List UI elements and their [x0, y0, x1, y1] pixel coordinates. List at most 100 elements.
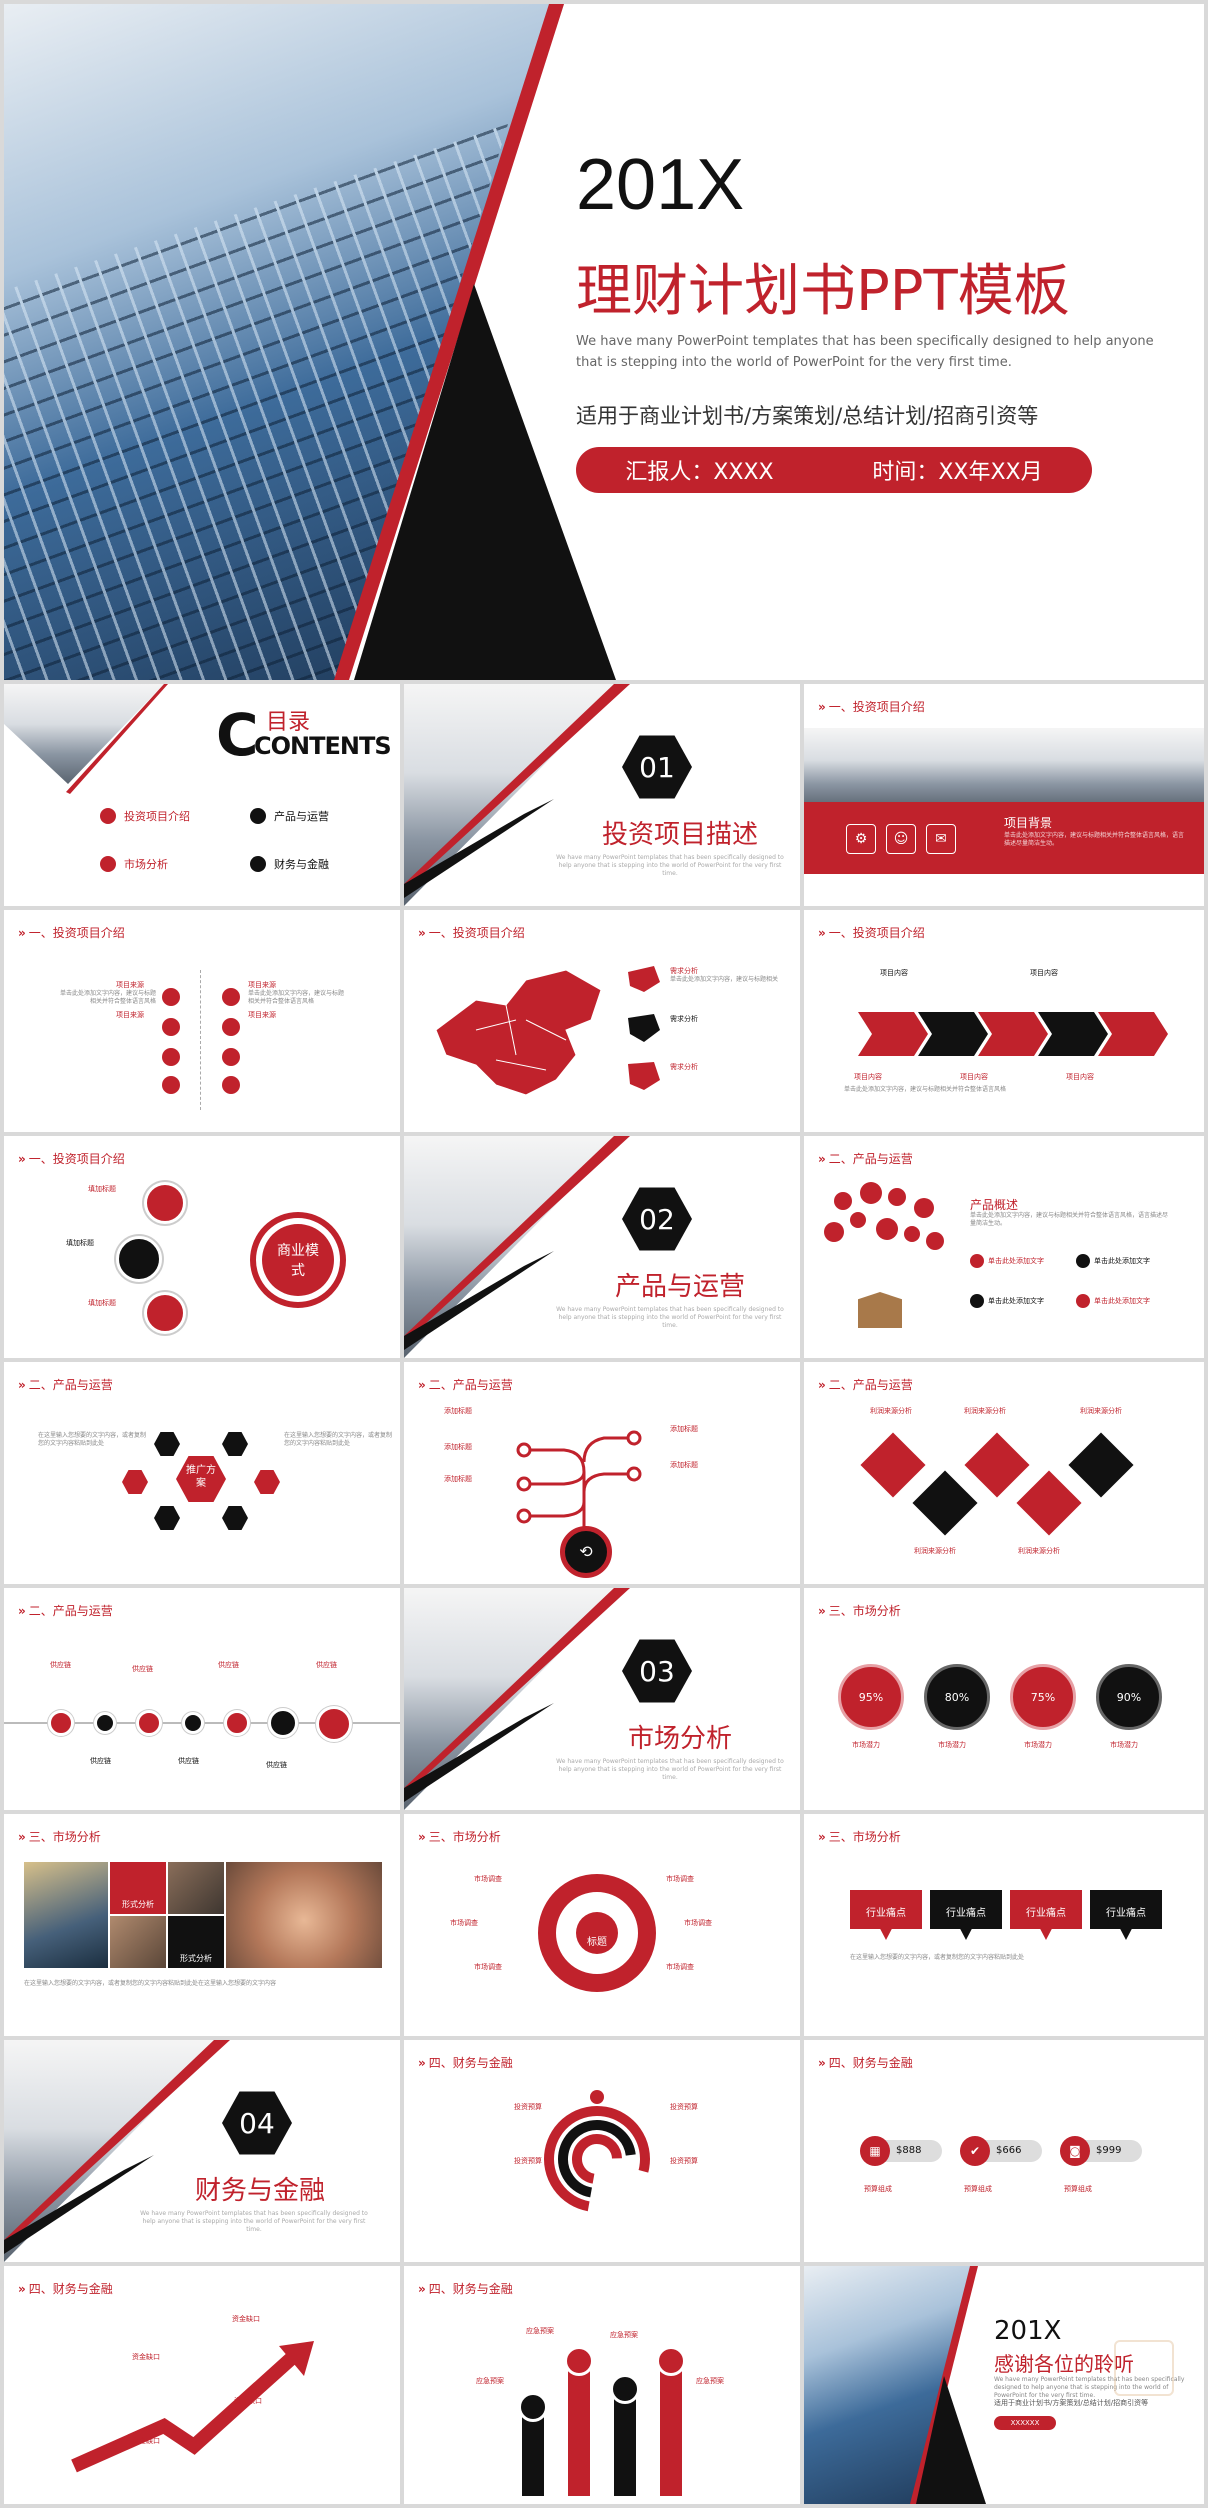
cover-slide[interactable]: 201X 理财计划书PPT模板 We have many PowerPoint …	[4, 4, 1204, 680]
model-label-2: 填加标题	[66, 1239, 94, 1247]
budget-label-2: 投资预算	[514, 2157, 542, 2165]
tree-label-1: 添加标题	[444, 1407, 472, 1415]
slide-business-model[interactable]: » 一、投资项目介绍 商业模式 填加标题 填加标题 填加标题	[4, 1136, 400, 1358]
ring-label-6: 市场调查	[666, 1963, 694, 1971]
demand-label-2: 需求分析	[670, 1015, 698, 1023]
watermark-stamp	[1114, 2340, 1174, 2396]
toc-title-en: CONTENTS	[254, 732, 392, 760]
slide-promo-hex[interactable]: » 二、产品与运营 推广方案 在这里输入您想要的文字内容，或者复制您的文字内容粘贴…	[4, 1362, 400, 1584]
slide-header: » 四、财务与金融	[418, 2055, 513, 2071]
promo-hex-2	[222, 1432, 248, 1456]
slide-header: » 三、市场分析	[418, 1829, 501, 1845]
chain-node-3	[136, 1710, 162, 1736]
profit-label-3: 利润来源分析	[1080, 1407, 1122, 1415]
slide-funding-gap[interactable]: » 四、财务与金融 资金缺口 资金缺口 资金缺口 资金缺口	[4, 2266, 400, 2504]
pct-circle-1: 95%	[838, 1664, 904, 1730]
promo-text-l: 在这里输入您想要的文字内容，或者复制您的文字内容粘贴到此处	[38, 1432, 147, 1448]
gap-label-2: 资金缺口	[132, 2353, 160, 2361]
bullet-icon-2	[1076, 1254, 1090, 1268]
section-number-hex: 01	[622, 735, 692, 799]
slide-ring[interactable]: » 三、市场分析 标题 市场调查 市场调查 市场调查 市场调查 市场调查 市场调查	[404, 1814, 800, 2036]
icon-box-1: ⚙	[846, 824, 876, 854]
toc-item-1[interactable]: 投资项目介绍	[100, 808, 190, 824]
diamond-2	[912, 1470, 978, 1536]
section-caption: We have many PowerPoint templates that h…	[140, 2210, 368, 2234]
calendar-icon: ▦	[860, 2136, 890, 2166]
slide-header: » 二、产品与运营	[818, 1151, 913, 1167]
link-icon	[162, 1076, 180, 1094]
bullet-icon-3	[970, 1294, 984, 1308]
slide-section-02[interactable]: 02 产品与运营 We have many PowerPoint templat…	[404, 1136, 800, 1358]
slide-header: » 四、财务与金融	[818, 2055, 913, 2071]
slide-tree[interactable]: » 二、产品与运营 ⟲ 添加标题 添加标题 添加标题 添加标题 添加标题	[404, 1362, 800, 1584]
slide-project-source[interactable]: » 一、投资项目介绍 项目来源 项目来源 项目来源 项目来源 单击此处添加文字内容…	[4, 910, 400, 1132]
source-label-l1: 项目来源	[116, 981, 144, 989]
slide-arrows[interactable]: » 一、投资项目介绍 项目内容 项目内容 项目内容 项目内容 项目内容 单击此处添…	[804, 910, 1204, 1132]
icon-box-2: ☺	[886, 824, 916, 854]
photo-tile-red: 形式分析	[110, 1862, 166, 1914]
toc-title-c: C	[216, 701, 259, 769]
pain-tab-3: 行业痛点	[1010, 1890, 1082, 1940]
arrow-step-1	[858, 1012, 928, 1056]
product-text: 单击此处添加文字内容，建议与标题相关并符合整体语言风格，语言描述尽量简洁生动。	[970, 1212, 1169, 1228]
arrow-step-2	[918, 1012, 988, 1056]
content-label-b2: 项目内容	[960, 1073, 988, 1081]
slide-diamonds[interactable]: » 二、产品与运营 利润来源分析 利润来源分析 利润来源分析 利润来源分析 利润来…	[804, 1362, 1204, 1584]
slide-budget-composition[interactable]: » 四、财务与金融 $888 ▦ $666 ✔ $999 ◙ 预算组成 预算组成 …	[804, 2040, 1204, 2262]
slide-section-03[interactable]: 03 市场分析 We have many PowerPoint template…	[404, 1588, 800, 1810]
skyline-photo	[804, 728, 1204, 808]
toc-item-4[interactable]: 财务与金融	[250, 856, 329, 872]
slide-thanks[interactable]: 201X 感谢各位的聆听 We have many PowerPoint tem…	[804, 2266, 1204, 2504]
model-circle-1	[144, 1182, 186, 1224]
slide-product-overview[interactable]: » 二、产品与运营 产品概述 单击此处添加文字内容，建议与标题相关并符合整体语言风…	[804, 1136, 1204, 1358]
ring-label-2: 市场调查	[450, 1919, 478, 1927]
thanks-year: 201X	[994, 2316, 1062, 2346]
slide-percentages[interactable]: » 三、市场分析 95% 80% 75% 90% 市场潜力 市场潜力 市场潜力 市…	[804, 1588, 1204, 1810]
promo-center-hex: 推广方案	[176, 1456, 226, 1502]
section-caption: We have many PowerPoint templates that h…	[556, 1306, 784, 1330]
slide-section-04[interactable]: 04 财务与金融 We have many PowerPoint templat…	[4, 2040, 400, 2262]
slide-investment-budget[interactable]: » 四、财务与金融 投资预算 投资预算 投资预算 投资预算	[404, 2040, 800, 2262]
promo-hex-3	[122, 1470, 148, 1494]
plan-label-3: 应急预案	[476, 2377, 504, 2385]
content-label-b3: 项目内容	[1066, 1073, 1094, 1081]
bullet-icon-4	[1076, 1294, 1090, 1308]
cover-subtitle: 适用于商业计划书/方案策划/总结计划/招商引资等	[576, 404, 1039, 428]
slide-header: » 一、投资项目介绍	[18, 925, 125, 941]
slide-header: » 三、市场分析	[818, 1829, 901, 1845]
section-caption: We have many PowerPoint templates that h…	[556, 1758, 784, 1782]
slide-photo-grid[interactable]: » 三、市场分析 形式分析 形式分析 在这里输入您想要的文字内容，或者复制您的文字…	[4, 1814, 400, 2036]
thanks-title: 感谢各位的聆听	[994, 2352, 1134, 2376]
arrow-step-3	[978, 1012, 1048, 1056]
model-label-1: 填加标题	[88, 1185, 116, 1193]
profit-label-2: 利润来源分析	[964, 1407, 1006, 1415]
slide-toc[interactable]: C 目录 CONTENTS 投资项目介绍 产品与运营 市场分析 财务与金融	[4, 684, 400, 906]
photo-hands	[226, 1862, 382, 1968]
slide-contingency[interactable]: » 四、财务与金融 应急预案 应急预案 应急预案 应急预案	[404, 2266, 800, 2504]
slide-project-bg[interactable]: » 一、投资项目介绍 ⚙ ☺ ✉ 项目背景 单击此处添加文字内容，建议与标题相关并…	[804, 684, 1204, 906]
prod-label-2: 单击此处添加文字	[1094, 1257, 1150, 1265]
photo-caption: 在这里输入您想要的文字内容，或者复制您的文字内容粘贴到此处在这里输入您想要的文字…	[24, 1980, 277, 1987]
comp-label-2: 预算组成	[964, 2185, 992, 2193]
demand-label-1: 需求分析	[670, 967, 698, 975]
toc-photo	[4, 684, 164, 784]
plan-label-2: 应急预案	[610, 2331, 638, 2339]
toc-item-2[interactable]: 产品与运营	[250, 808, 329, 824]
content-label-t1: 项目内容	[880, 969, 908, 977]
gap-label-4: 资金缺口	[132, 2437, 160, 2445]
cover-year: 201X	[576, 145, 745, 225]
slide-header: » 一、投资项目介绍	[818, 699, 925, 715]
thanks-button[interactable]: XXXXXX	[994, 2416, 1056, 2430]
growth-arrow	[71, 2341, 314, 2473]
gap-label-3: 资金缺口	[234, 2397, 262, 2405]
cover-info-pill: 汇报人：XXXX 时间：XX年XX月	[576, 447, 1092, 493]
slide-section-01[interactable]: 01 投资项目描述 We have many PowerPoint templa…	[404, 684, 800, 906]
chain-label-5: 供应链	[90, 1757, 111, 1765]
arrow-step-5	[1098, 1012, 1168, 1056]
toc-item-3[interactable]: 市场分析	[100, 856, 168, 872]
photo-people	[168, 1862, 224, 1914]
slide-supply-chain[interactable]: » 二、产品与运营 供应链 供应链 供应链 供应链 供应链 供应链 供应链	[4, 1588, 400, 1810]
business-model-inner: 商业模式	[262, 1224, 334, 1296]
slide-map[interactable]: » 一、投资项目介绍 需求分析 需求分析 需求分析 单击此处添加文字内容，建议与标…	[404, 910, 800, 1132]
slide-pain-points[interactable]: » 三、市场分析 行业痛点 行业痛点 行业痛点 行业痛点 在这里输入您想要的文字内…	[804, 1814, 1204, 2036]
